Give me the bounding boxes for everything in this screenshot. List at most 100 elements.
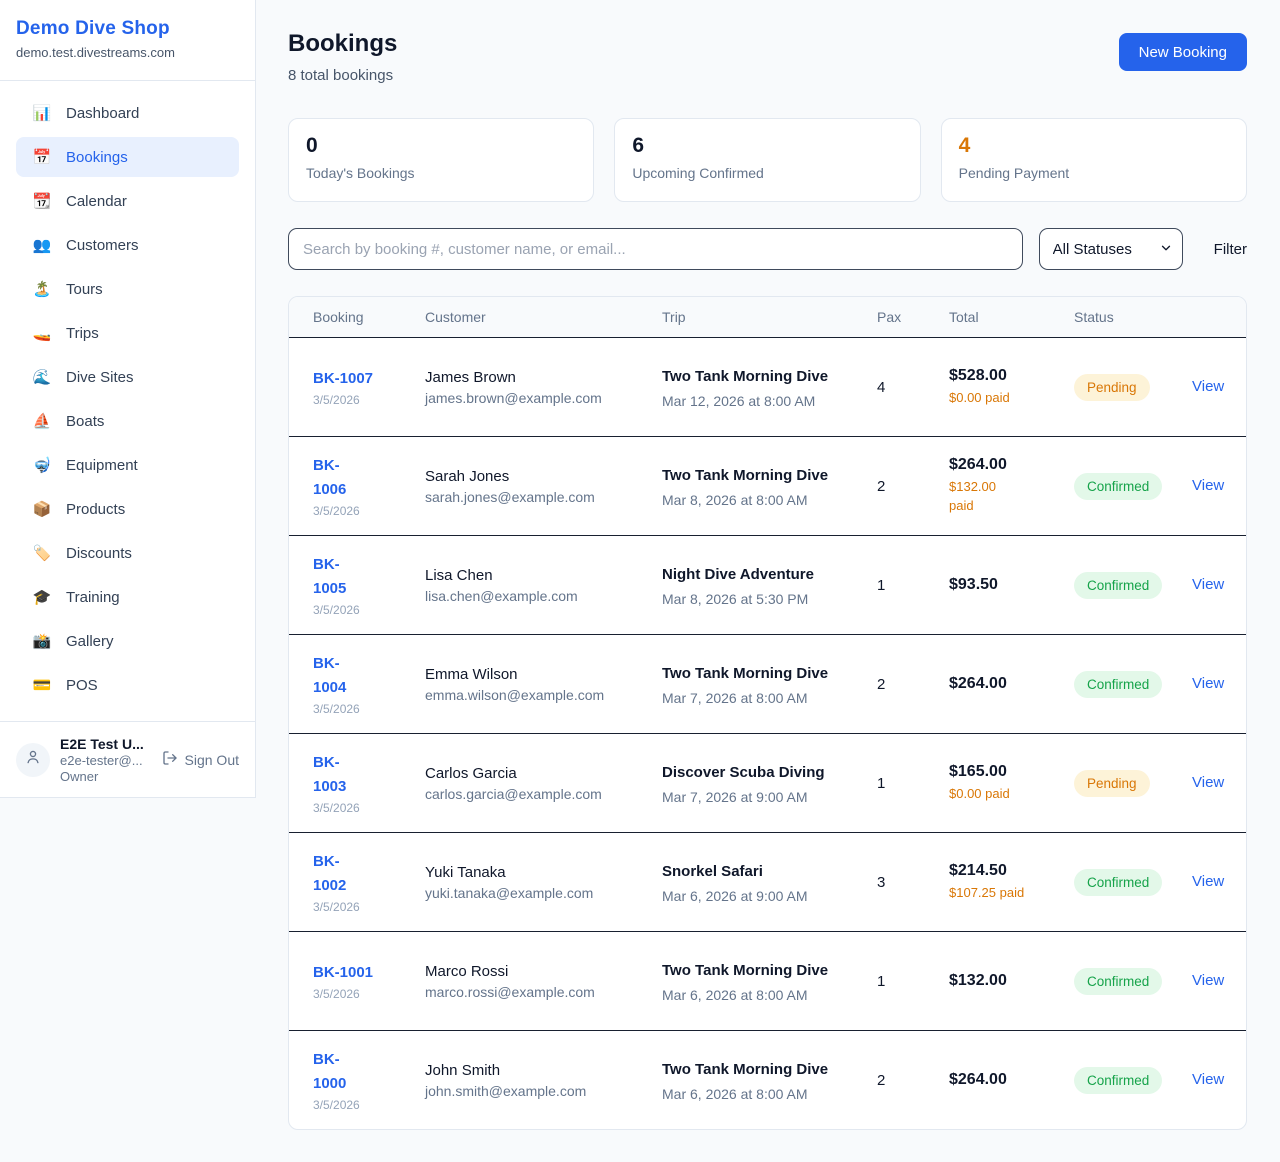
- sidebar-item-tours[interactable]: 🏝️ Tours: [16, 269, 239, 309]
- trip-name: Two Tank Morning Dive: [662, 1061, 829, 1078]
- booking-id-link[interactable]: BK- 1002: [313, 853, 347, 894]
- wave-icon: 🌊: [32, 369, 52, 386]
- sidebar-item-discounts[interactable]: 🏷️ Discounts: [16, 533, 239, 573]
- booking-cell: BK- 1006 3/5/2026: [313, 454, 425, 518]
- booking-id-link[interactable]: BK-1007: [313, 369, 374, 387]
- booking-id-link[interactable]: BK- 1003: [313, 754, 347, 795]
- trip-cell: Two Tank Morning Dive Mar 12, 2026 at 8:0…: [662, 365, 877, 409]
- status-cell: Pending: [1074, 769, 1192, 797]
- status-badge: Confirmed: [1074, 571, 1163, 599]
- package-icon: 📦: [32, 501, 52, 518]
- sidebar-item-bookings[interactable]: 📅 Bookings: [16, 137, 239, 177]
- stat-card-today-s-bookings: 0 Today's Bookings: [288, 118, 595, 202]
- pax-cell: 2: [877, 478, 949, 495]
- user-info: E2E Test U... e2e-tester@... Owner: [60, 736, 152, 784]
- view-link[interactable]: View: [1192, 972, 1225, 989]
- column-header-status: Status: [1074, 309, 1114, 325]
- trip-name: Night Dive Adventure: [662, 566, 814, 583]
- sidebar-item-dive-sites[interactable]: 🌊 Dive Sites: [16, 357, 239, 397]
- trip-name: Two Tank Morning Dive: [662, 665, 829, 682]
- actions-cell: View: [1192, 873, 1225, 891]
- customer-name: Yuki Tanaka: [425, 863, 506, 881]
- search-input[interactable]: [288, 228, 1023, 270]
- sidebar-item-pos[interactable]: 💳 POS: [16, 665, 239, 705]
- customer-email: yuki.tanaka@example.com: [425, 884, 594, 901]
- trip-name: Two Tank Morning Dive: [662, 467, 829, 484]
- page-header-text: Bookings 8 total bookings: [288, 30, 397, 84]
- customer-cell: James Brown james.brown@example.com: [425, 369, 662, 406]
- booking-id-link[interactable]: BK- 1004: [313, 655, 347, 696]
- filter-controls: All Statuses Filter: [288, 228, 1247, 270]
- sidebar-item-customers[interactable]: 👥 Customers: [16, 225, 239, 265]
- view-link[interactable]: View: [1192, 774, 1225, 791]
- total-cell: $264.00: [949, 1071, 1074, 1089]
- trip-cell: Discover Scuba Diving Mar 7, 2026 at 9:00…: [662, 761, 877, 805]
- speedboat-icon: 🚤: [32, 325, 52, 342]
- booking-id-link[interactable]: BK-1001: [313, 963, 374, 981]
- column-header-customer: Customer: [425, 309, 486, 325]
- sign-out-button[interactable]: Sign Out: [162, 750, 239, 769]
- view-link[interactable]: View: [1192, 378, 1225, 395]
- trip-date: Mar 8, 2026 at 5:30 PM: [662, 591, 809, 607]
- table-header-row: Booking Customer Trip Pax Total Status: [289, 297, 1246, 337]
- table-row: BK-1007 3/5/2026 James Brown james.brown@ex…: [289, 337, 1246, 436]
- actions-cell: View: [1192, 576, 1225, 594]
- customer-name: John Smith: [425, 1061, 501, 1079]
- customer-name: James Brown: [425, 368, 516, 386]
- status-badge: Confirmed: [1074, 472, 1163, 500]
- table-row: BK- 1005 3/5/2026 Lisa Chen lisa.chen@examp…: [289, 535, 1246, 634]
- booking-id-link[interactable]: BK- 1005: [313, 556, 347, 597]
- customer-name: Sarah Jones: [425, 467, 510, 485]
- booking-date: 3/5/2026: [313, 701, 360, 716]
- booking-id-link[interactable]: BK- 1006: [313, 457, 347, 498]
- filter-button[interactable]: Filter: [1213, 240, 1247, 258]
- trip-date: Mar 6, 2026 at 8:00 AM: [662, 1086, 808, 1102]
- sidebar-item-gallery[interactable]: 📸 Gallery: [16, 621, 239, 661]
- sailboat-icon: ⛵: [32, 413, 52, 430]
- status-cell: Confirmed: [1074, 1066, 1192, 1094]
- customer-email: emma.wilson@example.com: [425, 686, 605, 703]
- sidebar-item-label: Dashboard: [66, 104, 140, 122]
- trip-cell: Snorkel Safari Mar 6, 2026 at 9:00 AM: [662, 860, 877, 904]
- sidebar-header: Demo Dive Shop demo.test.divestreams.com: [0, 0, 255, 81]
- view-link[interactable]: View: [1192, 873, 1225, 890]
- sidebar-item-equipment[interactable]: 🤿 Equipment: [16, 445, 239, 485]
- stat-value: 6: [632, 134, 645, 157]
- booking-cell: BK- 1004 3/5/2026: [313, 652, 425, 716]
- booking-id-link[interactable]: BK- 1000: [313, 1051, 347, 1092]
- paid-amount: $0.00 paid: [949, 389, 1010, 405]
- page-title: Bookings: [288, 30, 398, 57]
- sidebar-item-dashboard[interactable]: 📊 Dashboard: [16, 93, 239, 133]
- sidebar-item-training[interactable]: 🎓 Training: [16, 577, 239, 617]
- view-link[interactable]: View: [1192, 1071, 1225, 1088]
- total-amount: $214.50: [949, 861, 1007, 879]
- total-cell: $214.50 $107.25 paid: [949, 862, 1074, 903]
- status-select[interactable]: All Statuses: [1038, 228, 1183, 270]
- sidebar-item-trips[interactable]: 🚤 Trips: [16, 313, 239, 353]
- total-amount: $264.00: [949, 675, 1007, 692]
- sidebar-item-boats[interactable]: ⛵ Boats: [16, 401, 239, 441]
- status-select-wrap: All Statuses: [1038, 228, 1183, 270]
- customer-cell: Emma Wilson emma.wilson@example.com: [425, 666, 662, 703]
- shop-title: Demo Dive Shop: [16, 18, 170, 39]
- view-link[interactable]: View: [1192, 675, 1225, 692]
- booking-date: 3/5/2026: [313, 1097, 360, 1112]
- booking-date: 3/5/2026: [313, 899, 360, 914]
- view-link[interactable]: View: [1192, 477, 1225, 494]
- trip-date: Mar 12, 2026 at 8:00 AM: [662, 393, 816, 409]
- sidebar-item-calendar[interactable]: 📆 Calendar: [16, 181, 239, 221]
- trip-name: Two Tank Morning Dive: [662, 962, 829, 979]
- total-cell: $264.00 $132.00 paid: [949, 456, 1074, 516]
- view-link[interactable]: View: [1192, 576, 1225, 593]
- camera-flash-icon: 📸: [32, 633, 52, 650]
- stat-value: 0: [306, 134, 318, 157]
- paid-amount: $0.00 paid: [949, 785, 1010, 801]
- customer-email: carlos.garcia@example.com: [425, 785, 602, 802]
- trip-name: Snorkel Safari: [662, 863, 763, 880]
- pax-count: 1: [877, 972, 886, 990]
- total-cell: $93.50: [949, 576, 1074, 594]
- sidebar-item-products[interactable]: 📦 Products: [16, 489, 239, 529]
- pax-cell: 3: [877, 874, 949, 891]
- new-booking-button[interactable]: New Booking: [1118, 33, 1247, 71]
- booking-cell: BK- 1005 3/5/2026: [313, 553, 425, 617]
